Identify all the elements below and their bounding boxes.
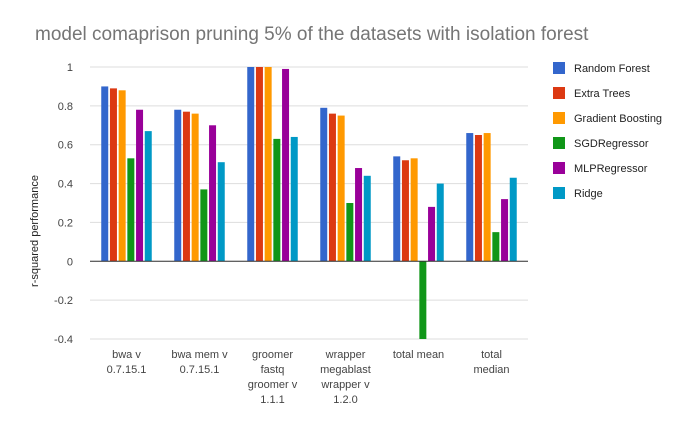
bar — [355, 168, 363, 262]
bar — [419, 261, 427, 339]
y-axis-label: r-squared performance — [29, 175, 41, 287]
bar — [483, 133, 491, 262]
bar — [492, 232, 500, 262]
bar — [200, 189, 208, 262]
bar — [346, 203, 354, 262]
x-tick-label: wrapper megablast wrapper v 1.2.0 — [320, 349, 371, 406]
bar — [144, 131, 152, 262]
legend-swatch — [553, 62, 565, 74]
y-axis-ticks: 1 0.8 0.6 0.4 0.2 0 -0.2 -0.4 — [54, 62, 73, 346]
y-tick-label: 0.2 — [58, 217, 73, 229]
legend: Random Forest Extra Trees Gradient Boostin… — [553, 62, 662, 200]
y-tick-label: 0.4 — [58, 179, 73, 191]
bar — [290, 136, 298, 262]
y-tick-label: -0.2 — [54, 295, 73, 307]
bar — [282, 68, 290, 262]
bar — [436, 183, 444, 262]
legend-label: Ridge — [574, 188, 603, 200]
bar — [320, 107, 328, 262]
bar — [247, 67, 255, 262]
chart-title: model comaprison pruning 5% of the datas… — [35, 24, 589, 45]
x-tick-label: total median — [473, 349, 509, 376]
x-axis-ticks: bwa v 0.7.15.1 bwa mem v 0.7.15.1 groomer fas… — [107, 349, 510, 406]
legend-item: MLPRegressor — [553, 162, 648, 175]
gridlines — [90, 66, 528, 340]
bar — [174, 109, 182, 262]
bar — [217, 162, 225, 262]
legend-item: Extra Trees — [553, 87, 631, 100]
legend-label: Gradient Boosting — [574, 113, 662, 125]
bar — [501, 199, 509, 262]
legend-label: Extra Trees — [574, 88, 631, 100]
legend-swatch — [553, 87, 565, 99]
legend-label: SGDRegressor — [574, 138, 649, 150]
y-tick-label: 0.6 — [58, 140, 73, 152]
y-tick-label: -0.4 — [54, 334, 73, 346]
legend-swatch — [553, 187, 565, 199]
bar — [509, 177, 517, 262]
legend-item: Random Forest — [553, 62, 650, 75]
bar — [393, 156, 401, 262]
bar — [328, 113, 336, 262]
legend-swatch — [553, 112, 565, 124]
legend-label: Random Forest — [574, 63, 650, 75]
bar — [466, 133, 474, 262]
legend-swatch — [553, 137, 565, 149]
bar — [182, 111, 190, 262]
bar — [273, 138, 281, 262]
y-tick-label: 0.8 — [58, 101, 73, 113]
x-tick-label: bwa v 0.7.15.1 — [107, 349, 147, 376]
bar — [410, 158, 418, 262]
legend-label: MLPRegressor — [574, 163, 648, 175]
bar — [118, 90, 126, 262]
bar — [136, 109, 144, 262]
legend-item: SGDRegressor — [553, 137, 649, 150]
bar — [264, 67, 272, 262]
legend-swatch — [553, 162, 565, 174]
bar — [337, 115, 345, 262]
bar — [127, 158, 135, 262]
bars — [101, 67, 517, 339]
bar — [474, 135, 482, 262]
bar — [363, 175, 371, 262]
y-tick-label: 0 — [67, 256, 73, 268]
legend-item: Ridge — [553, 187, 603, 200]
bar — [255, 67, 263, 262]
x-tick-label: total mean — [393, 349, 444, 361]
bar — [191, 113, 199, 262]
bar — [428, 206, 436, 262]
x-tick-label: bwa mem v 0.7.15.1 — [171, 349, 228, 376]
bar — [209, 125, 217, 262]
x-tick-label: groomer fastq groomer v 1.1.1 — [248, 349, 298, 406]
y-tick-label: 1 — [67, 62, 73, 74]
bar — [401, 160, 409, 262]
legend-item: Gradient Boosting — [553, 112, 662, 125]
bar — [109, 88, 117, 262]
bar — [101, 86, 109, 262]
